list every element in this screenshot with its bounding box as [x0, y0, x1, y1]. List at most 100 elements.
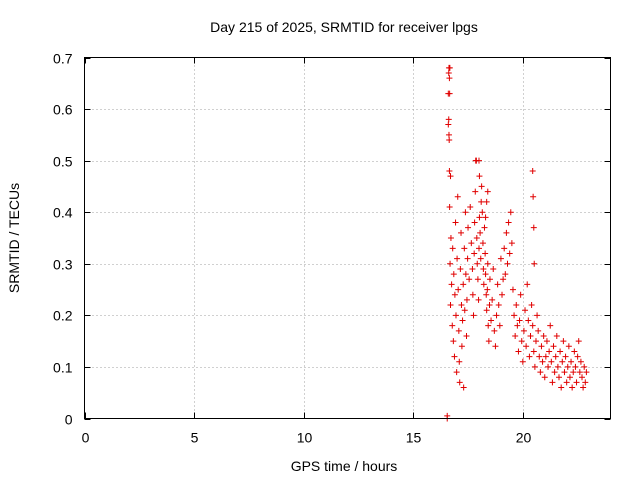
data-point — [445, 131, 452, 138]
data-point — [562, 353, 569, 360]
data-point — [561, 369, 568, 376]
x-tick-label: 5 — [191, 430, 199, 446]
data-point — [497, 255, 504, 262]
data-point — [486, 302, 493, 309]
data-point — [532, 338, 539, 345]
data-point — [476, 173, 483, 180]
data-point — [445, 121, 452, 128]
data-point — [483, 198, 490, 205]
data-point — [474, 260, 481, 267]
data-point — [457, 265, 464, 272]
data-point — [543, 338, 550, 345]
data-point — [523, 343, 530, 350]
data-point — [537, 369, 544, 376]
data-point — [446, 204, 453, 211]
data-point — [446, 90, 453, 97]
data-point — [446, 64, 453, 71]
data-point — [579, 374, 586, 381]
data-point — [456, 379, 463, 386]
data-point — [582, 379, 589, 386]
data-point — [534, 312, 541, 319]
data-point — [464, 255, 471, 262]
data-point — [538, 343, 545, 350]
data-point — [484, 260, 491, 267]
data-point — [559, 358, 566, 365]
data-point — [583, 369, 590, 376]
data-point — [462, 271, 469, 278]
data-points — [444, 64, 590, 422]
data-point — [554, 363, 561, 370]
data-point — [552, 353, 559, 360]
data-point — [483, 291, 490, 298]
data-point — [479, 240, 486, 247]
data-point — [564, 363, 571, 370]
data-point — [518, 338, 525, 345]
data-point — [484, 286, 491, 293]
data-point — [476, 214, 483, 221]
data-point — [458, 229, 465, 236]
data-point — [462, 209, 469, 216]
data-point — [451, 291, 458, 298]
data-point — [449, 322, 456, 329]
data-point — [478, 198, 485, 205]
data-point — [528, 302, 535, 309]
data-point — [496, 322, 503, 329]
chart-title: Day 215 of 2025, SRMTID for receiver lpg… — [210, 19, 478, 35]
data-point — [511, 312, 518, 319]
data-point — [453, 369, 460, 376]
data-point — [530, 348, 537, 355]
data-point — [470, 312, 477, 319]
data-point — [557, 348, 564, 355]
data-point — [508, 240, 515, 247]
y-tick-label: 0.4 — [53, 205, 73, 221]
data-point — [486, 276, 493, 283]
data-point — [569, 384, 576, 391]
y-tick-label: 0.1 — [53, 360, 73, 376]
data-point — [489, 296, 496, 303]
data-point — [522, 307, 529, 314]
data-point — [461, 245, 468, 252]
data-point — [447, 235, 454, 241]
data-point — [517, 291, 524, 298]
data-point — [573, 379, 580, 386]
data-point — [565, 343, 572, 350]
data-point — [515, 348, 522, 355]
data-point — [481, 224, 488, 231]
data-point — [531, 363, 538, 370]
data-point — [483, 307, 490, 314]
data-point — [445, 116, 452, 123]
data-point — [509, 286, 516, 293]
data-point — [449, 245, 456, 252]
data-point — [465, 224, 472, 231]
data-point — [469, 291, 476, 298]
data-point — [500, 276, 507, 283]
data-point — [446, 75, 453, 82]
data-point — [446, 167, 453, 174]
data-point — [454, 193, 461, 200]
data-point — [478, 183, 485, 190]
data-point — [460, 281, 467, 288]
x-tick-label: 0 — [82, 430, 90, 446]
data-point — [461, 307, 468, 314]
data-point — [482, 250, 489, 257]
data-point — [454, 255, 461, 262]
data-point — [468, 240, 475, 247]
data-point — [452, 312, 459, 319]
data-point — [490, 265, 497, 272]
grid-lines — [84, 57, 611, 419]
data-point — [447, 302, 454, 309]
data-point — [467, 204, 474, 211]
data-point — [577, 358, 584, 365]
data-point — [525, 317, 532, 324]
y-tick-label: 0.6 — [53, 102, 73, 118]
data-point — [555, 374, 562, 381]
data-point — [502, 271, 509, 278]
data-point — [501, 245, 508, 252]
data-point — [575, 338, 582, 345]
data-point — [494, 281, 501, 288]
y-tick-label: 0.7 — [53, 51, 73, 67]
y-tick-label: 0.3 — [53, 257, 73, 273]
data-point — [545, 363, 552, 370]
data-point — [520, 327, 527, 334]
